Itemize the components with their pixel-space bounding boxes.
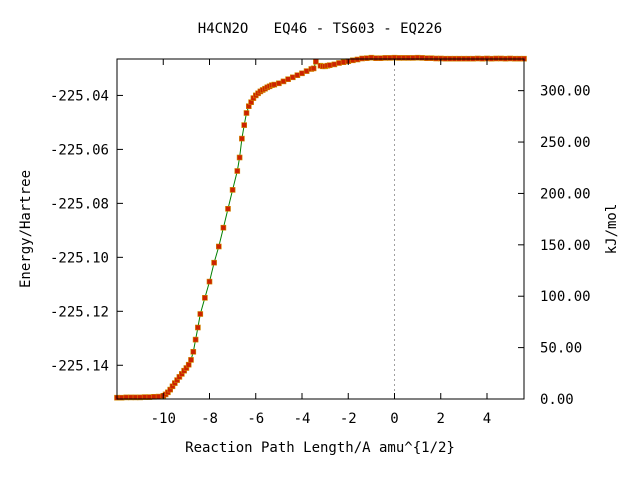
data-point — [188, 357, 194, 363]
data-point — [234, 168, 241, 174]
data-point — [387, 55, 393, 61]
x-tick-label: -6 — [247, 411, 264, 427]
y-axis-label: Energy/Hartree — [18, 170, 34, 288]
x-tick-label: -8 — [201, 411, 218, 427]
y2-tick-label: 0.00 — [540, 392, 574, 408]
data-point — [313, 58, 319, 65]
data-point — [310, 65, 317, 72]
data-point — [419, 55, 426, 61]
data-point — [396, 55, 402, 61]
data-point — [192, 336, 199, 343]
y2-tick-label: 100.00 — [540, 289, 591, 305]
data-point — [271, 81, 278, 88]
data-point — [285, 76, 291, 82]
y2-tick-label: 50.00 — [540, 341, 582, 357]
data-point — [220, 224, 227, 231]
x-tick-label: 0 — [390, 411, 398, 427]
chart-title: H4CN2O EQ46 - TS603 - EQ226 — [198, 21, 442, 37]
plot-area — [114, 54, 527, 401]
y2-axis-label: kJ/mol — [604, 204, 620, 255]
x-tick-label: -4 — [294, 411, 311, 427]
data-point — [243, 110, 250, 116]
data-point — [241, 122, 247, 128]
data-point — [202, 294, 208, 301]
data-point — [336, 60, 342, 66]
data-point — [229, 187, 236, 193]
data-point — [206, 278, 213, 285]
data-point — [424, 55, 430, 62]
y2-tick-label: 150.00 — [540, 238, 591, 254]
data-point — [195, 324, 201, 331]
data-point — [382, 55, 389, 61]
x-tick-label: 4 — [483, 411, 491, 427]
plot-frame — [116, 58, 525, 400]
series-line — [117, 57, 524, 399]
data-point — [363, 55, 370, 62]
y-tick-label: -225.14 — [50, 358, 109, 374]
data-point — [331, 61, 338, 68]
x-axis-label: Reaction Path Length/A amu^{1/2} — [185, 440, 455, 456]
data-point — [400, 55, 407, 61]
data-point — [373, 55, 379, 62]
data-point — [303, 68, 310, 74]
data-point — [410, 55, 416, 61]
x-tick-label: -10 — [151, 411, 176, 427]
data-point — [190, 348, 197, 355]
x-tick-label: 2 — [437, 411, 445, 427]
y-tick-label: -225.08 — [50, 196, 109, 212]
data-point — [276, 80, 282, 87]
y-tick-label: -225.10 — [50, 250, 109, 266]
y2-tick-label: 300.00 — [540, 84, 591, 100]
data-point — [236, 154, 243, 161]
data-point — [197, 311, 204, 317]
data-point — [326, 62, 333, 69]
y2-tick-label: 250.00 — [540, 135, 591, 151]
data-point — [340, 59, 347, 66]
y-tick-label: -225.06 — [50, 142, 109, 158]
data-point — [294, 72, 301, 78]
data-point — [280, 78, 287, 85]
data-point — [299, 70, 305, 77]
data-point — [216, 243, 222, 250]
y-tick-label: -225.04 — [50, 88, 109, 104]
x-axis: -10 -8 -6 -4 -2 0 2 4 — [151, 59, 491, 427]
data-point — [211, 259, 217, 266]
y-tick-label: -225.12 — [50, 304, 109, 320]
data-point — [155, 393, 162, 400]
data-point — [405, 55, 412, 61]
series-layer — [114, 54, 527, 401]
data-point — [428, 55, 435, 62]
y-axis-right: 0.00 50.00 100.00 150.00 200.00 250.00 300.00 — [518, 84, 591, 408]
data-point — [289, 74, 296, 81]
data-point — [225, 206, 231, 212]
y2-tick-label: 200.00 — [540, 186, 591, 202]
data-point — [185, 361, 192, 368]
y-axis-left: -225.14 -225.12 -225.10 -225.08 -225.06 -225.… — [50, 88, 123, 374]
data-point — [377, 55, 384, 62]
data-point — [239, 135, 245, 142]
x-tick-label: -2 — [340, 411, 357, 427]
